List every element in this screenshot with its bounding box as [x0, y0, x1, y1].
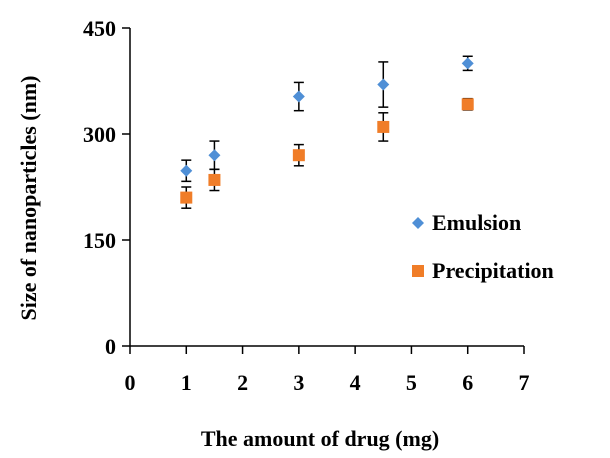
y-tick-label: 0 — [105, 334, 116, 359]
legend-label-emulsion: Emulsion — [432, 210, 521, 235]
x-tick-label: 3 — [293, 370, 304, 395]
data-point-emulsion — [292, 90, 305, 103]
x-tick-label: 1 — [181, 370, 192, 395]
legend-marker-precipitation — [412, 265, 424, 277]
data-point-emulsion — [208, 149, 221, 162]
axes — [129, 28, 524, 347]
data-point-precipitation — [377, 120, 390, 133]
legend-label-precipitation: Precipitation — [432, 258, 554, 283]
data-point-precipitation — [461, 98, 474, 111]
series-emulsion — [180, 55, 474, 183]
y-tick-label: 300 — [83, 122, 116, 147]
data-points — [180, 55, 474, 209]
series-precipitation — [180, 97, 474, 209]
x-tick-label: 5 — [406, 370, 417, 395]
x-tick-label: 0 — [125, 370, 136, 395]
x-ticks: 0 1 2 3 4 5 6 7 — [125, 346, 530, 395]
data-point-emulsion — [461, 57, 474, 70]
x-tick-label: 7 — [519, 370, 530, 395]
y-ticks: 0 150 300 450 — [83, 16, 130, 359]
data-point-precipitation — [208, 173, 221, 186]
x-tick-label: 2 — [237, 370, 248, 395]
legend: Emulsion Precipitation — [412, 210, 554, 283]
y-axis-title: Size of nanoparticles (nm) — [16, 75, 41, 320]
data-point-emulsion — [180, 164, 193, 177]
y-tick-label: 150 — [83, 228, 116, 253]
legend-marker-emulsion — [412, 217, 424, 229]
y-tick-label: 450 — [83, 16, 116, 41]
x-tick-label: 6 — [462, 370, 473, 395]
data-point-precipitation — [180, 191, 193, 204]
data-point-emulsion — [377, 78, 390, 91]
data-point-precipitation — [292, 149, 305, 162]
x-tick-label: 4 — [350, 370, 361, 395]
x-axis-title: The amount of drug (mg) — [201, 426, 439, 451]
